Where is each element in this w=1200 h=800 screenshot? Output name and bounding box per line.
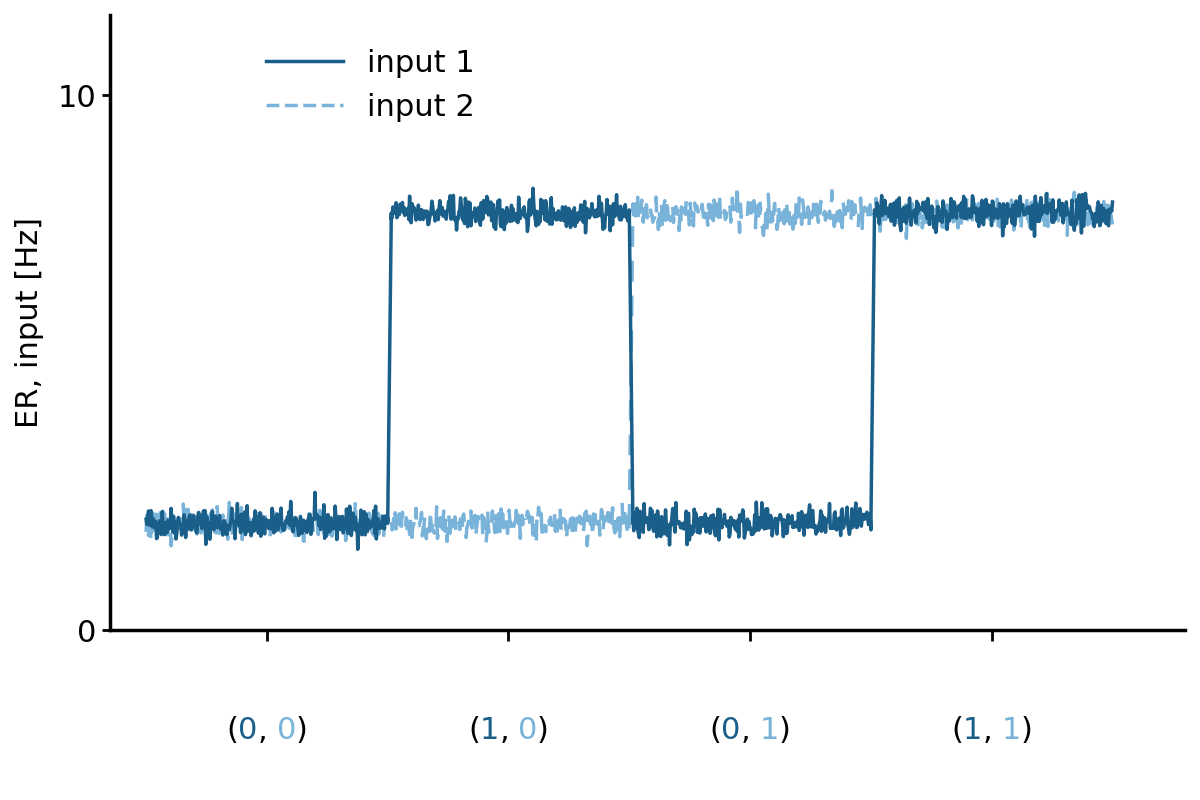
- input 2: [1105, 220, 1120, 230]
- input 1: [836, 522, 851, 531]
- input 1: [1105, 198, 1120, 207]
- input 1: [526, 183, 540, 193]
- Text: 1: 1: [480, 716, 499, 745]
- Text: ,: ,: [258, 716, 268, 745]
- Text: ,: ,: [499, 716, 509, 745]
- Text: (: (: [468, 716, 480, 745]
- Text: 0: 0: [238, 716, 257, 745]
- Text: 1: 1: [962, 716, 982, 745]
- input 2: [197, 509, 211, 518]
- input 2: [829, 211, 844, 221]
- Text: (: (: [227, 716, 239, 745]
- input 2: [139, 527, 154, 537]
- Text: 0: 0: [276, 716, 296, 745]
- Y-axis label: ER, input [Hz]: ER, input [Hz]: [14, 217, 44, 428]
- input 2: [296, 545, 311, 554]
- Text: (: (: [952, 716, 964, 745]
- Text: ,: ,: [740, 716, 751, 745]
- Line: input 1: input 1: [146, 188, 1112, 550]
- input 1: [139, 514, 154, 524]
- input 1: [350, 545, 365, 554]
- Text: 1: 1: [1001, 716, 1021, 745]
- input 2: [836, 206, 851, 215]
- Legend: input 1, input 2: input 1, input 2: [254, 37, 487, 134]
- input 2: [761, 217, 775, 226]
- input 2: [312, 524, 326, 534]
- input 1: [360, 526, 374, 536]
- input 2: [360, 529, 374, 538]
- Text: 1: 1: [760, 716, 779, 745]
- Text: 0: 0: [518, 716, 538, 745]
- Text: ): ): [295, 716, 307, 745]
- Text: 0: 0: [721, 716, 740, 745]
- Line: input 2: input 2: [146, 184, 1112, 550]
- input 1: [311, 514, 325, 523]
- Text: ): ): [779, 716, 791, 745]
- Text: ): ): [536, 716, 548, 745]
- input 1: [829, 525, 844, 534]
- Text: (: (: [709, 716, 721, 745]
- input 2: [730, 179, 744, 189]
- Text: ): ): [1020, 716, 1032, 745]
- input 1: [197, 518, 211, 528]
- input 1: [761, 504, 775, 514]
- Text: ,: ,: [983, 716, 992, 745]
